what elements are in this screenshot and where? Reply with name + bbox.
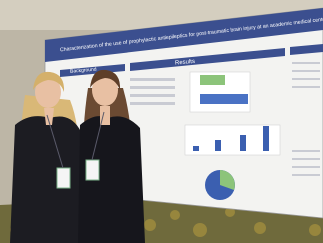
poster-bar — [263, 126, 269, 151]
poster-bar — [200, 75, 225, 85]
poster-bar — [240, 135, 246, 151]
photo: Characterization of the use of prophylac… — [0, 0, 323, 243]
poster-bar — [193, 146, 199, 151]
poster-bar — [200, 94, 248, 104]
poster-bar — [215, 140, 221, 151]
